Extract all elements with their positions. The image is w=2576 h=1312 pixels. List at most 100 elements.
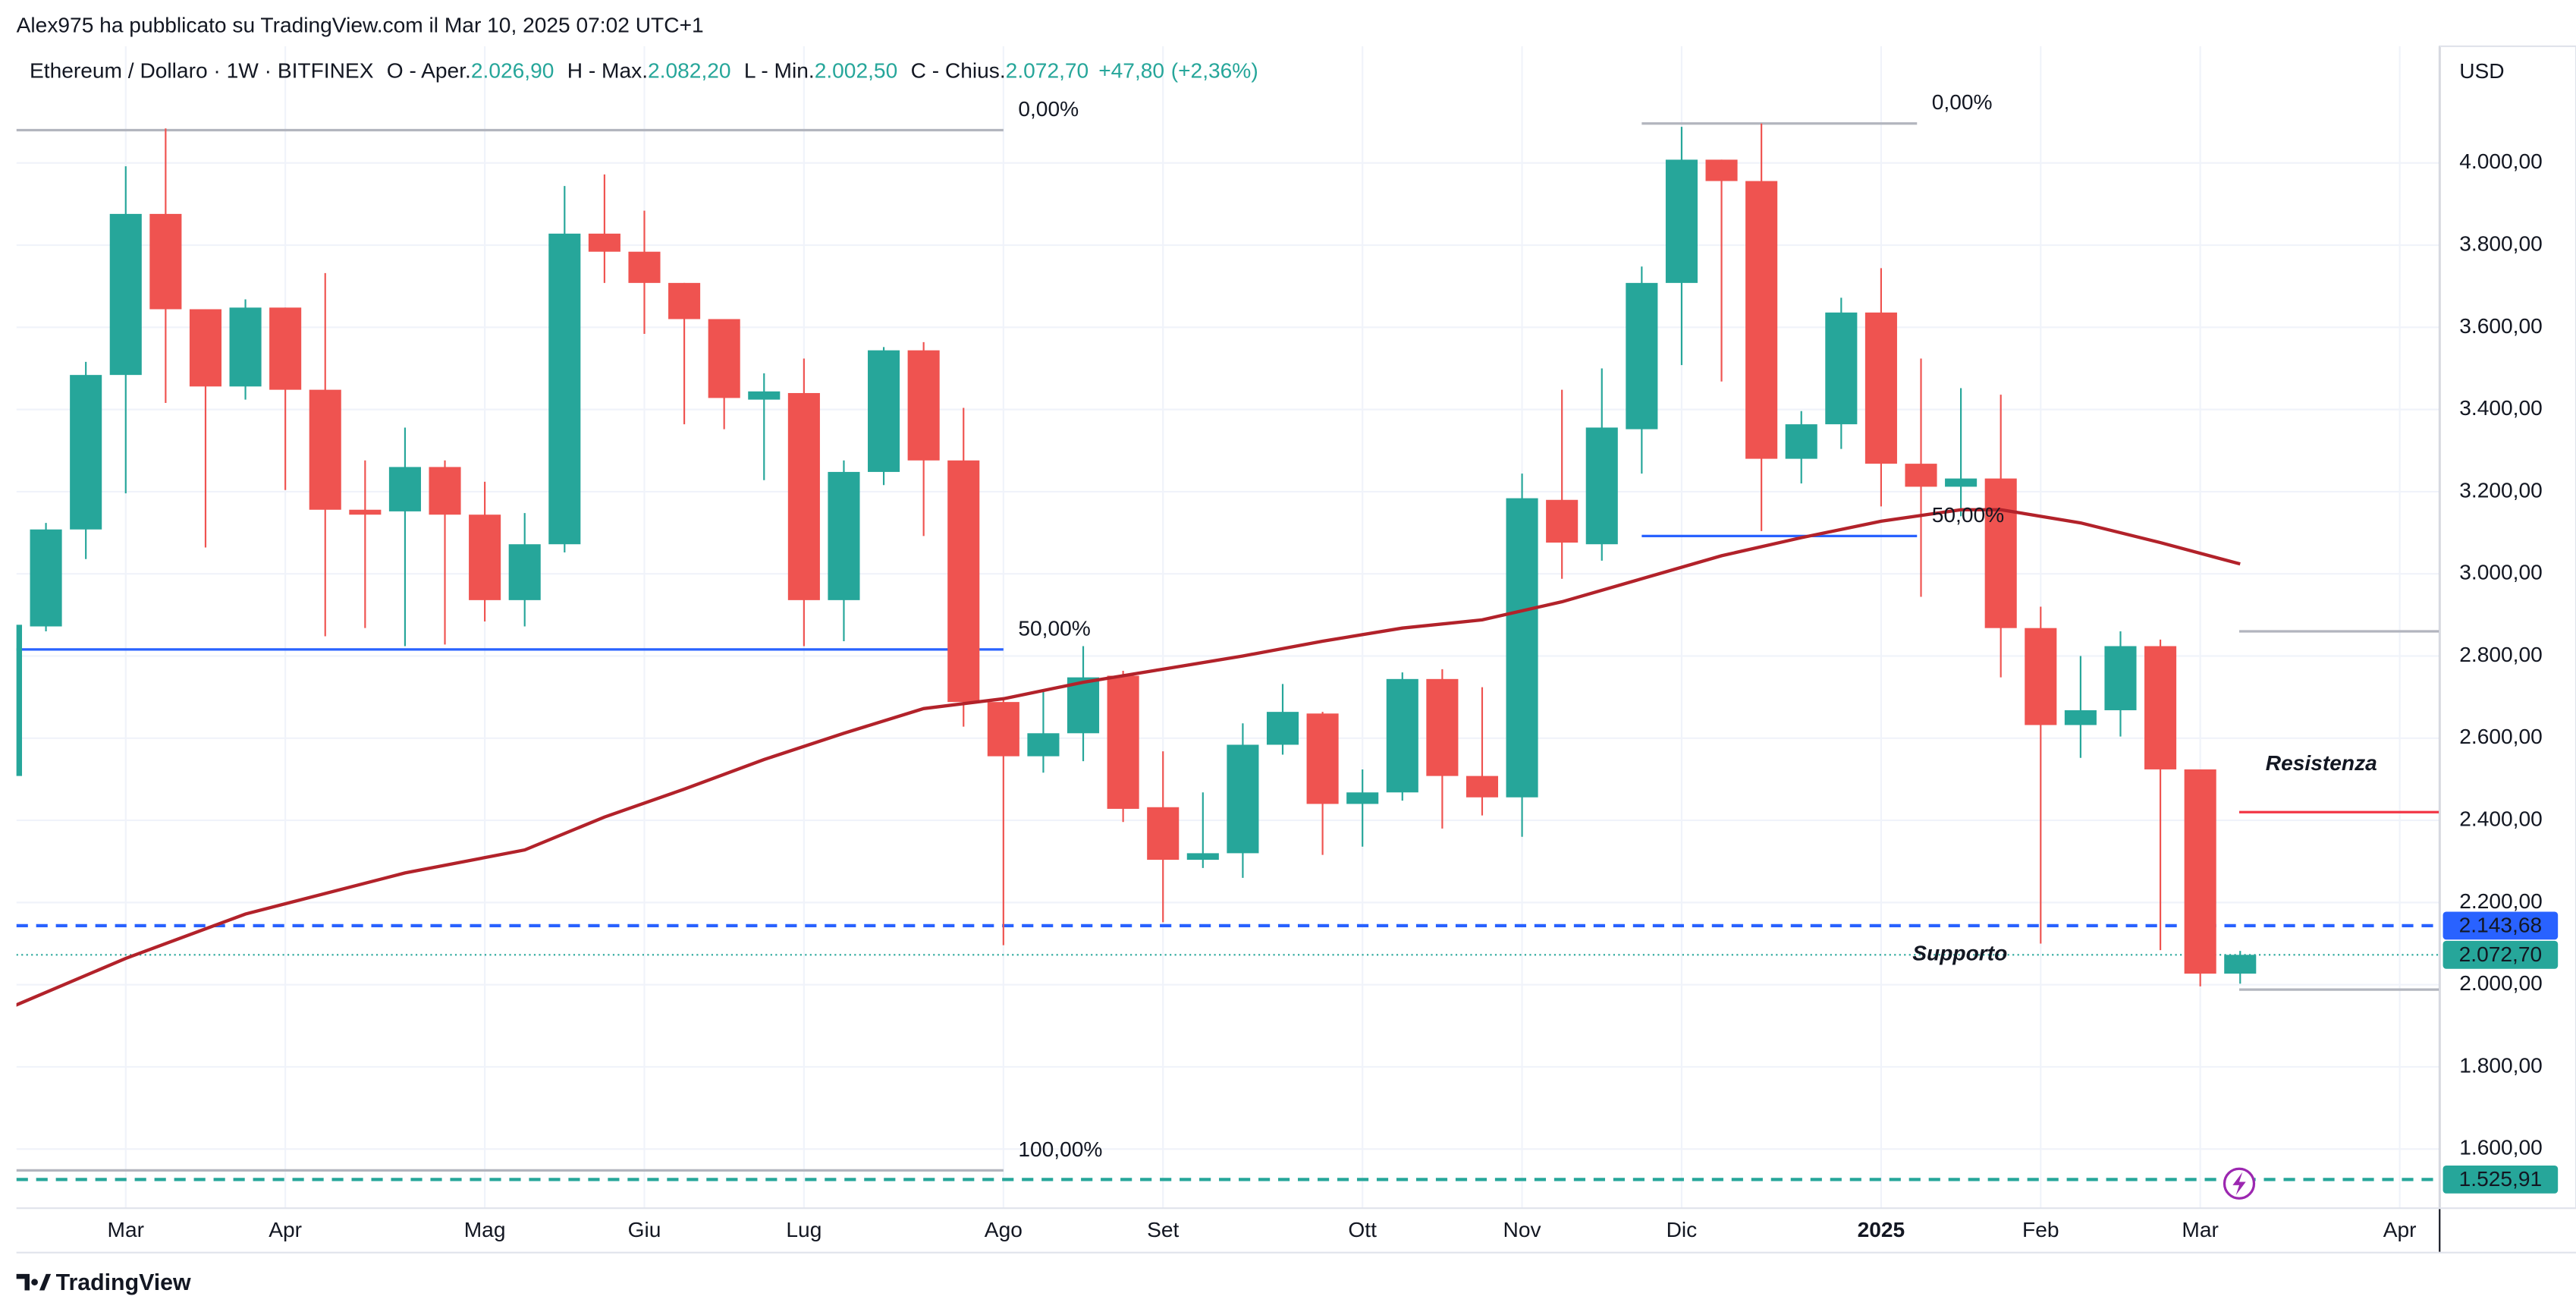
- y-tick-label: 2.600,00: [2459, 725, 2543, 748]
- candle-body: [2025, 628, 2057, 725]
- legend-value: 2.002,50: [815, 59, 898, 83]
- x-tick-label: Ago: [985, 1218, 1023, 1241]
- legend-name: H - Max.: [567, 59, 648, 83]
- candle-body: [16, 625, 23, 776]
- x-tick-label: Apr: [269, 1218, 302, 1241]
- annotation: Resistenza: [2266, 751, 2377, 775]
- y-tick-label: 2.200,00: [2459, 889, 2543, 913]
- candle-body: [2144, 646, 2177, 769]
- header: Alex975 ha pubblicato su TradingView.com…: [17, 13, 704, 36]
- candle-body: [1506, 498, 1538, 798]
- candle-body: [388, 467, 421, 511]
- fib-label: 100,00%: [1018, 1137, 1102, 1161]
- candle-body: [1585, 427, 1618, 545]
- candle-body: [1626, 282, 1658, 429]
- candle-body: [628, 251, 661, 283]
- y-tick-label: 3.800,00: [2459, 231, 2543, 255]
- candle-body: [868, 350, 900, 472]
- candle-body: [828, 471, 860, 600]
- candle-body: [1546, 499, 1579, 543]
- x-tick-label: Ott: [1348, 1218, 1377, 1241]
- brand: TradingView: [56, 1270, 191, 1295]
- candle-body: [1426, 678, 1459, 776]
- candle-body: [149, 213, 182, 310]
- candle-body: [1067, 677, 1100, 734]
- currency: USD: [2459, 59, 2504, 83]
- legend-title: Ethereum / Dollaro · 1W · BITFINEX: [30, 59, 374, 83]
- x-tick-label: Set: [1147, 1218, 1179, 1241]
- x-tick-label: Lug: [786, 1218, 821, 1241]
- candle-body: [269, 307, 302, 390]
- legend-value: 2.072,70: [1006, 59, 1089, 83]
- candle-body: [748, 391, 781, 400]
- price-label: 2.143,68: [2459, 913, 2543, 936]
- candle-body: [1745, 181, 1778, 459]
- candle-body: [1346, 792, 1379, 804]
- annotation: Supporto: [1912, 942, 2007, 965]
- y-tick-label: 2.000,00: [2459, 971, 2543, 995]
- legend-name: C - Chius.: [911, 59, 1006, 83]
- candle-body: [429, 467, 461, 515]
- fib-label: 0,00%: [1932, 90, 1993, 114]
- candle-body: [1266, 712, 1299, 745]
- price-label: 2.072,70: [2459, 942, 2543, 966]
- y-tick-label: 3.200,00: [2459, 478, 2543, 502]
- brand-logo: [16, 1273, 52, 1291]
- candle-body: [907, 350, 940, 461]
- plot-area: [16, 46, 2440, 1209]
- x-tick-label: Giu: [628, 1218, 661, 1241]
- y-tick-label: 2.400,00: [2459, 807, 2543, 831]
- candle-body: [987, 702, 1019, 757]
- candle-body: [1864, 312, 1897, 464]
- candle-body: [1386, 678, 1418, 793]
- candle-body: [2104, 646, 2137, 710]
- candle-body: [1905, 464, 1937, 487]
- candle-body: [1186, 853, 1219, 861]
- candle-body: [1785, 424, 1817, 459]
- candle-body: [309, 389, 341, 510]
- candle-body: [1227, 744, 1259, 854]
- candle-body: [1984, 478, 2017, 628]
- moving-average: [16, 508, 2241, 1007]
- candle-body: [189, 309, 221, 387]
- candle-body: [1465, 776, 1499, 798]
- candle-body: [1306, 713, 1339, 804]
- candle-body: [1945, 478, 1978, 487]
- x-tick-label: Feb: [2022, 1218, 2059, 1241]
- candle-body: [2064, 709, 2097, 725]
- candle-body: [469, 514, 501, 600]
- price-label: 1.525,91: [2459, 1167, 2543, 1191]
- candle-body: [947, 460, 980, 703]
- candle-body: [1107, 675, 1139, 809]
- y-tick-label: 2.800,00: [2459, 643, 2543, 666]
- price-axis: [2439, 45, 2576, 1210]
- candle-body: [1147, 807, 1180, 861]
- y-tick-label: 1.600,00: [2459, 1136, 2543, 1159]
- candle-body: [2224, 955, 2257, 974]
- legend-value: 2.026,90: [471, 59, 554, 83]
- x-tick-label: Nov: [1503, 1218, 1541, 1241]
- candle-body: [1665, 159, 1698, 283]
- fib-label: 50,00%: [1932, 503, 2004, 527]
- candle-body: [588, 233, 620, 252]
- candle-body: [787, 392, 820, 600]
- y-tick-label: 3.600,00: [2459, 314, 2543, 338]
- y-tick-label: 4.000,00: [2459, 149, 2543, 173]
- legend-value: 2.082,20: [648, 59, 731, 83]
- legend-name: O - Aper.: [387, 59, 471, 83]
- x-tick-label: 2025: [1858, 1218, 1905, 1241]
- legend-name: L - Min.: [744, 59, 815, 83]
- legend: Ethereum / Dollaro · 1W · BITFINEX O - Ap…: [30, 59, 1258, 83]
- candle-body: [229, 307, 262, 387]
- alert-icon: [2223, 1167, 2256, 1200]
- price-label-box: [2442, 940, 2559, 969]
- candle-body: [668, 282, 701, 319]
- y-tick-label: 1.800,00: [2459, 1053, 2543, 1077]
- candle-body: [30, 529, 62, 627]
- price-label-box: [2442, 911, 2559, 940]
- candle-body: [1027, 733, 1060, 757]
- y-tick-label: 3.000,00: [2459, 561, 2543, 584]
- legend-change-pct: (+2,36%): [1171, 59, 1258, 83]
